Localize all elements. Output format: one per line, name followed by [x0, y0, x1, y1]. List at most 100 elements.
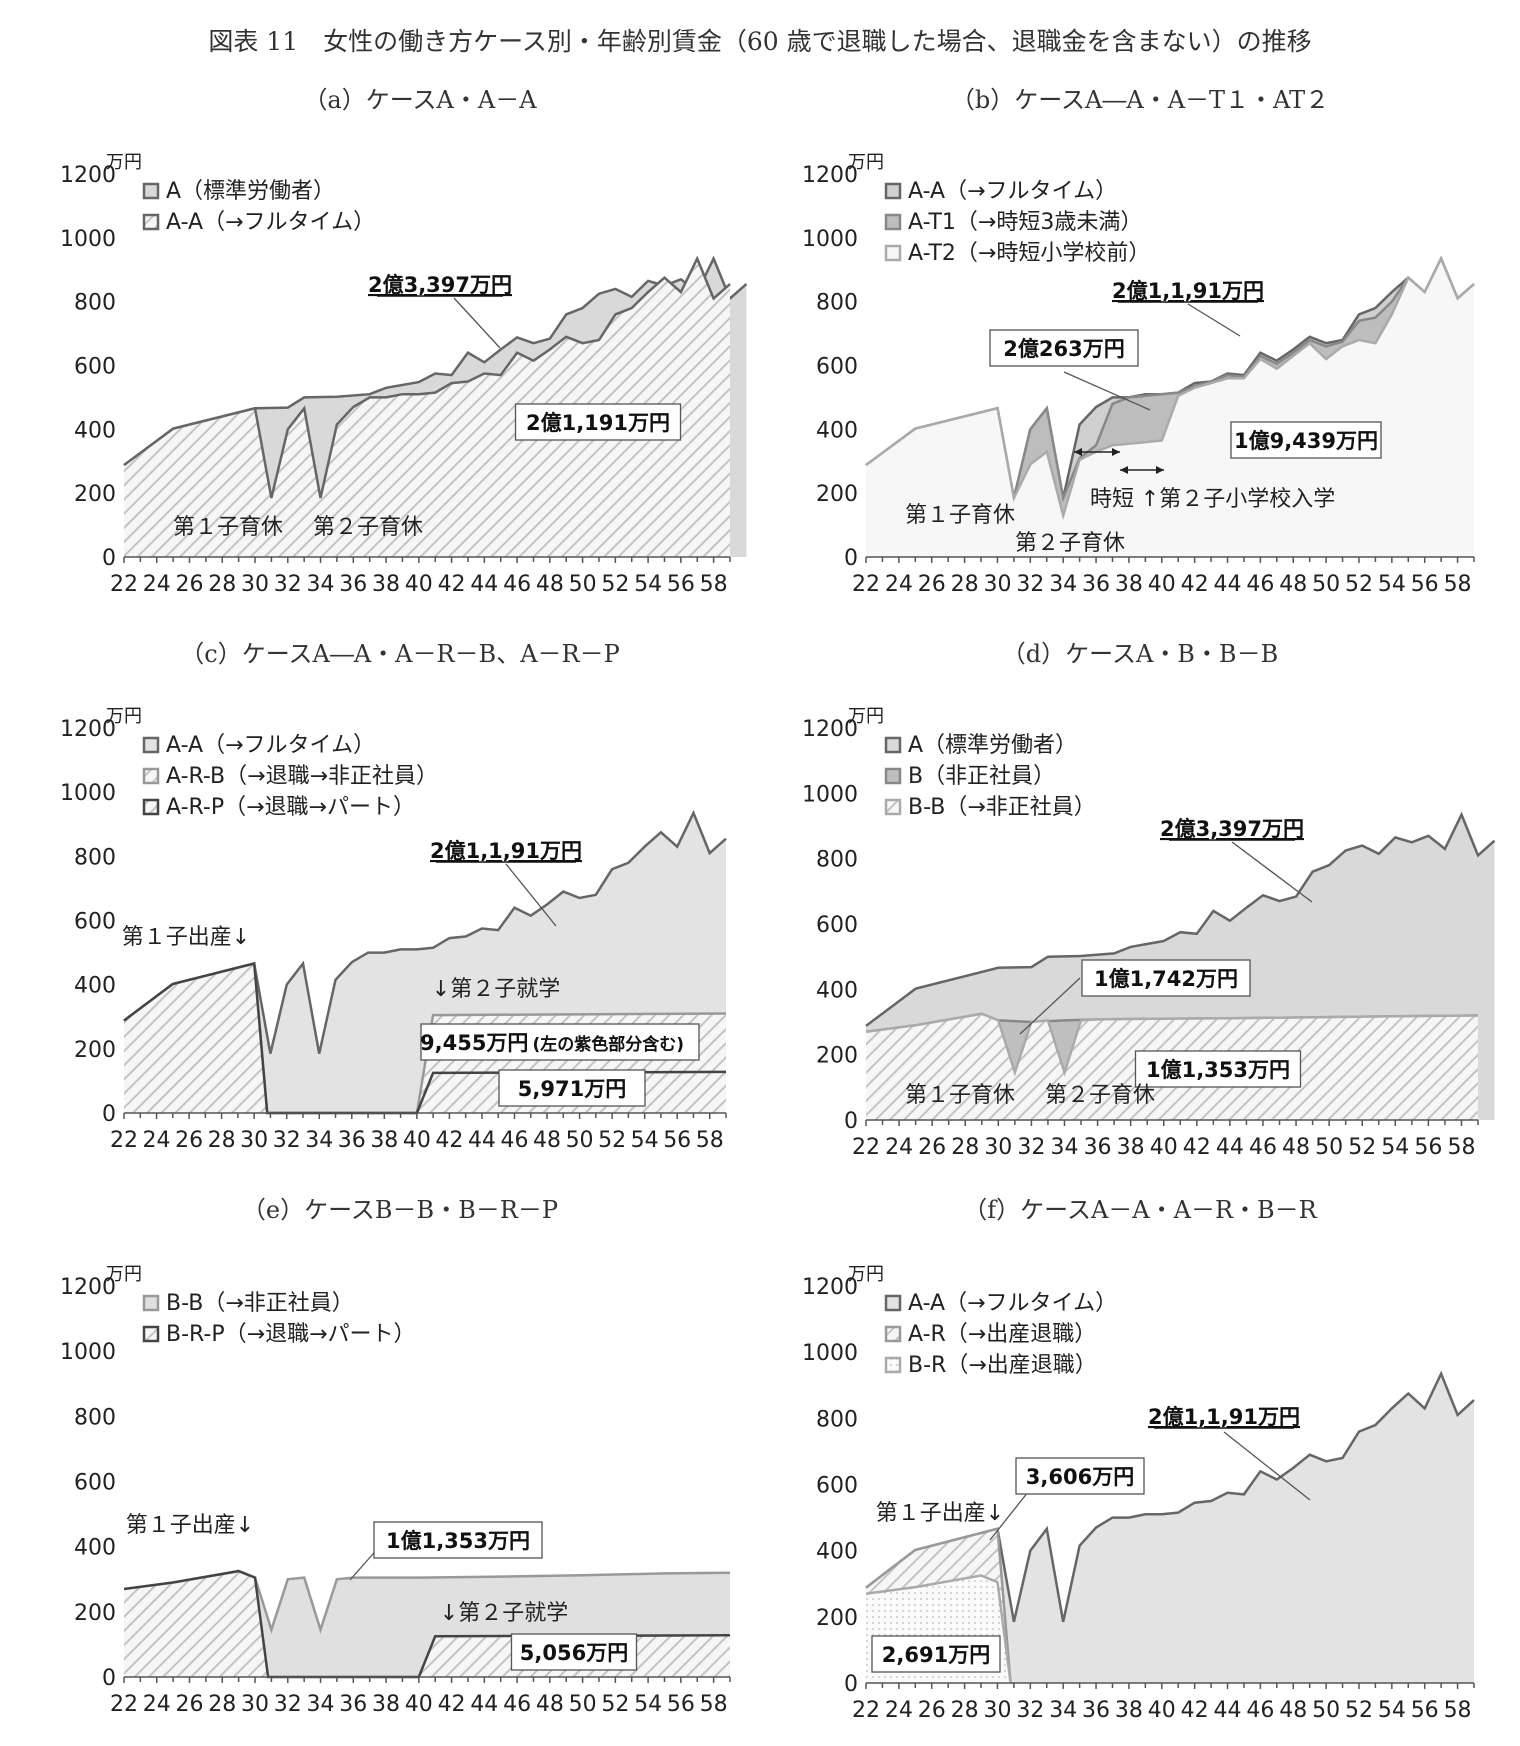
x-tick-label: 36 [339, 572, 367, 597]
y-tick-label: 1000 [802, 782, 858, 807]
x-tick-label: 26 [176, 1692, 204, 1717]
series-area-3 [866, 258, 1474, 557]
annotation-label: 第１子育休 [173, 515, 283, 540]
annotation-total: 2億1,1,91万円 [1112, 279, 1264, 303]
x-tick-label: 48 [536, 572, 564, 597]
legend-swatch [884, 1294, 902, 1312]
legend-swatch [142, 1294, 160, 1312]
x-tick-label: 36 [1084, 1135, 1112, 1160]
x-tick-label: 52 [601, 1692, 629, 1717]
series-line-3 [865, 1574, 1012, 1684]
x-tick-label: 44 [1214, 572, 1242, 597]
legend-label: A-A（→フルタイム） [166, 210, 375, 235]
y-tick-label: 0 [102, 1666, 116, 1691]
x-tick-label: 46 [1246, 572, 1274, 597]
y-tick-label: 0 [102, 546, 116, 571]
x-tick-label: 22 [110, 1128, 138, 1153]
legend-swatch [884, 244, 902, 262]
y-tick-label: 0 [844, 546, 858, 571]
x-tick-label: 46 [500, 1128, 528, 1153]
y-tick-label: 400 [816, 1540, 858, 1565]
y-tick-label: 600 [74, 1471, 116, 1496]
y-tick-label: 200 [74, 1038, 116, 1063]
arrow-head [1112, 448, 1120, 456]
annotation-total: 1億9,439万円 [1234, 429, 1378, 453]
x-tick-label: 54 [1381, 1135, 1409, 1160]
y-unit-label: 万円 [106, 1264, 142, 1285]
y-tick-label: 1200 [60, 163, 116, 188]
x-tick-label: 24 [143, 1128, 171, 1153]
annotation-total: 2億3,397万円 [1160, 817, 1304, 841]
legend-label: A-T1（→時短3歳未満） [908, 210, 1142, 235]
legend-label: A-A（→フルタイム） [908, 179, 1117, 204]
legend-label: A-R-P（→退職→パート） [166, 795, 415, 820]
x-tick-label: 40 [405, 572, 433, 597]
x-tick-label: 36 [338, 1128, 366, 1153]
chart-panel-b: （b）ケースA―A・A－T１・AT２ 0 200 400 600 800 1000 1200万… [802, 86, 1475, 597]
y-tick-label: 600 [816, 913, 858, 938]
x-tick-label: 24 [885, 1135, 913, 1160]
x-tick-label: 42 [1181, 572, 1209, 597]
y-unit-label: 万円 [848, 706, 884, 727]
y-tick-label: 800 [816, 291, 858, 316]
x-tick-label: 50 [1315, 1135, 1343, 1160]
series-line-2 [865, 255, 1475, 503]
x-tick-label: 56 [1411, 1698, 1439, 1723]
y-tick-label: 1200 [802, 163, 858, 188]
y-unit-label: 万円 [848, 152, 884, 173]
x-tick-label: 40 [1150, 1135, 1178, 1160]
y-tick-label: 800 [74, 1405, 116, 1430]
x-tick-label: 32 [274, 572, 302, 597]
series-line-2 [123, 255, 731, 499]
x-tick-label: 28 [208, 1692, 236, 1717]
y-tick-label: 1200 [60, 717, 116, 742]
annotation-box [373, 1521, 543, 1559]
annotation-label: 第１子育休 [905, 503, 1015, 528]
x-tick-label: 52 [601, 572, 629, 597]
y-tick-label: 1000 [60, 781, 116, 806]
legend-label: A-A（→フルタイム） [908, 1291, 1117, 1316]
annotation-total: 9,455万円 (左の紫色部分含む) [420, 1031, 684, 1055]
x-tick-label: 44 [1216, 1135, 1244, 1160]
x-tick-label: 38 [370, 1128, 398, 1153]
leader-line [989, 1491, 1029, 1541]
y-tick-label: 0 [844, 1109, 858, 1134]
annotation-label: 第２子育休 [1015, 531, 1125, 556]
legend-swatch [884, 213, 902, 231]
x-tick-label: 32 [1016, 1698, 1044, 1723]
x-tick-label: 54 [1378, 1698, 1406, 1723]
x-tick-label: 50 [1312, 1698, 1340, 1723]
annotation-total: 1億1,742万円 [1094, 967, 1238, 991]
annotation-total: 1億1,353万円 [386, 1529, 530, 1553]
legend-swatch [142, 736, 160, 754]
x-tick-label: 58 [700, 1692, 728, 1717]
x-tick-label: 22 [852, 572, 880, 597]
series-line-3 [865, 1012, 1479, 1077]
x-tick-label: 54 [631, 1128, 659, 1153]
y-tick-label: 1000 [802, 227, 858, 252]
x-tick-label: 58 [700, 572, 728, 597]
x-tick-label: 42 [1181, 1698, 1209, 1723]
x-tick-label: 44 [470, 1692, 498, 1717]
x-tick-label: 36 [339, 1692, 367, 1717]
chart-panel-f: （f）ケースA－A・A－R・B－R 0 200 400 600 800 1000 1200万円… [802, 1196, 1475, 1723]
y-tick-label: 400 [74, 974, 116, 999]
x-tick-label: 50 [1312, 572, 1340, 597]
annotation-box [514, 403, 682, 441]
x-tick-label: 30 [983, 1698, 1011, 1723]
leader-line [1223, 1431, 1311, 1501]
x-tick-label: 42 [435, 1128, 463, 1153]
y-unit-label: 万円 [848, 1264, 884, 1285]
y-tick-label: 1000 [60, 227, 116, 252]
series-line-2 [123, 1569, 731, 1679]
x-tick-label: 28 [208, 572, 236, 597]
legend-label: A（標準労働者） [166, 179, 335, 204]
y-unit-label: 万円 [106, 706, 142, 727]
x-tick-label: 24 [143, 1692, 171, 1717]
annotation-label: ↓第２子就学 [432, 977, 560, 1002]
annotation-note: (左の紫色部分含む) [532, 1034, 684, 1055]
annotation-total: 2億1,1,91万円 [1148, 1405, 1300, 1429]
annotation-label: ↑第２子小学校入学 [1141, 487, 1335, 512]
